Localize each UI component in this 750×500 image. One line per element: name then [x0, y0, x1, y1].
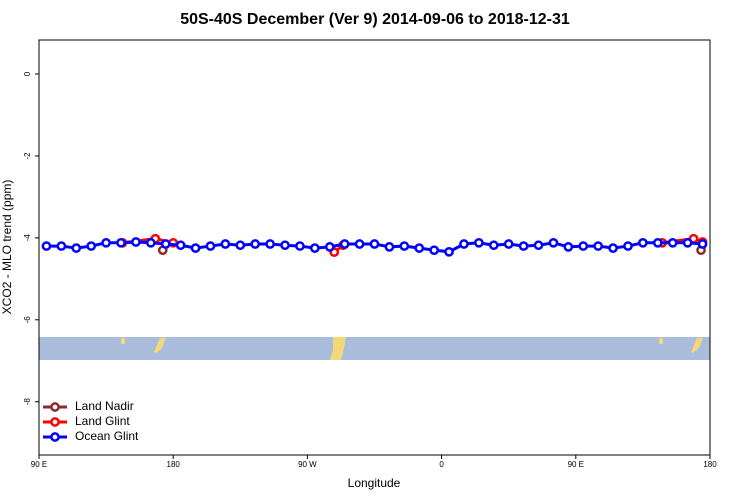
- point: [533, 240, 544, 251]
- land-patch: [121, 338, 125, 344]
- y-tick-label: -6: [23, 316, 32, 324]
- point: [474, 237, 484, 248]
- point: [503, 239, 514, 249]
- y-tick-label: -8: [23, 398, 32, 406]
- point: [310, 243, 320, 253]
- point: [175, 240, 186, 251]
- land-patch: [659, 338, 663, 344]
- x-tick-label: 90 E: [31, 460, 47, 469]
- x-tick-label: 90 E: [568, 460, 584, 469]
- point: [235, 240, 246, 251]
- point: [295, 241, 305, 251]
- point: [354, 239, 365, 249]
- point: [324, 242, 335, 252]
- y-tick-label: -4: [23, 234, 32, 242]
- point: [339, 239, 350, 249]
- land-patch: [691, 338, 703, 353]
- chart-title: 50S-40S December (Ver 9) 2014-09-06 to 2…: [180, 11, 570, 28]
- point: [160, 239, 171, 249]
- point: [444, 246, 454, 257]
- x-tick-label: 90 W: [298, 460, 317, 469]
- x-axis-label: Longitude: [348, 476, 401, 490]
- legend-label: Ocean Glint: [75, 429, 139, 443]
- legend-marker: [50, 432, 60, 442]
- point: [265, 239, 275, 249]
- legend-label: Land Glint: [75, 414, 130, 428]
- y-axis-label: XCO2 - MLO trend (ppm): [0, 180, 14, 315]
- point: [652, 237, 663, 248]
- y-tick-label: 0: [23, 71, 32, 76]
- point: [101, 237, 111, 248]
- point: [459, 239, 469, 249]
- point: [682, 237, 693, 248]
- point: [280, 240, 290, 251]
- point: [145, 237, 156, 248]
- point: [41, 241, 52, 251]
- point: [86, 241, 97, 251]
- point: [593, 241, 604, 251]
- land-patch: [154, 338, 166, 353]
- point: [56, 241, 67, 251]
- x-tick-label: 0: [439, 460, 444, 469]
- point: [488, 240, 499, 251]
- point: [116, 237, 126, 248]
- point: [369, 239, 380, 249]
- plot-frame: [38, 39, 711, 456]
- legend-marker: [50, 402, 60, 412]
- point: [667, 237, 678, 248]
- point: [429, 245, 439, 256]
- y-tick-label: -2: [23, 152, 32, 160]
- point: [578, 241, 589, 251]
- point: [518, 241, 529, 251]
- land-patches: [121, 337, 703, 360]
- point: [71, 243, 82, 253]
- point: [399, 241, 410, 251]
- x-tick-label: 180: [703, 460, 717, 469]
- point: [220, 239, 231, 249]
- point: [205, 241, 216, 251]
- legend-marker: [50, 417, 60, 427]
- legend-label: Land Nadir: [75, 399, 134, 413]
- x-tick-label: 180: [167, 460, 181, 469]
- point: [190, 243, 201, 253]
- point: [563, 242, 574, 252]
- point: [638, 237, 648, 248]
- point: [414, 243, 425, 253]
- point: [548, 237, 559, 248]
- point: [250, 239, 261, 249]
- land-ocean-strip: [39, 337, 710, 360]
- point: [131, 237, 141, 247]
- point: [608, 243, 618, 253]
- ocean-band: [39, 337, 710, 360]
- land-patch: [330, 337, 346, 360]
- point: [697, 239, 708, 249]
- point: [623, 241, 633, 251]
- point: [384, 242, 395, 252]
